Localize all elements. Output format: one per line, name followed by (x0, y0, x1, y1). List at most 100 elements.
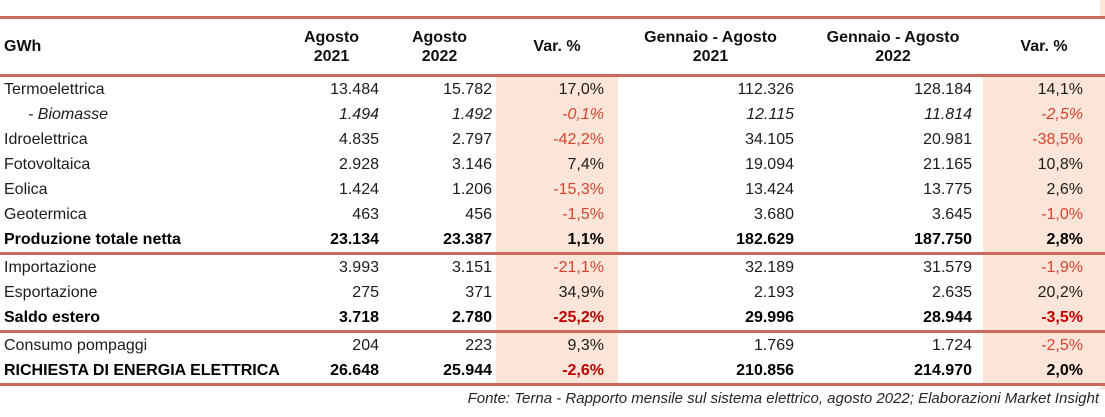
cell-value: 3.718 (280, 305, 383, 333)
cell-value: 1.492 (451, 106, 492, 123)
table-body: Termoelettrica 13.484 15.782 17,0% 112.326 12… (0, 75, 1105, 386)
cell-value: -1,0% (983, 202, 1105, 227)
cell-value: 204 (352, 337, 379, 354)
column-header-var-cumulative: Var. % (983, 17, 1105, 77)
row-label: - Biomasse (28, 106, 109, 123)
column-header-gennaio-agosto-2021: Gennaio - Agosto 2021 (618, 17, 803, 77)
table-row: Eolica 1.424 1.206 -15,3% 13.424 13.775 2,6% (0, 177, 1105, 202)
unit-label: GWh (4, 38, 42, 55)
cell-value: 32.189 (745, 259, 794, 276)
column-header-var-month: Var. % (496, 17, 618, 77)
cell-value: 13.775 (923, 181, 972, 198)
column-header-agosto-2022: Agosto 2022 (383, 17, 496, 77)
cell-value: 7,4% (496, 152, 618, 177)
source-note: Fonte: Terna - Rapporto mensile sul sist… (467, 390, 1099, 407)
table-header: GWh Agosto 2021 Agosto 2022 Var. % Genna… (0, 17, 1105, 77)
cell-value: 1,1% (496, 227, 618, 255)
cell-value: 2.797 (451, 131, 492, 148)
row-label: Termoelettrica (4, 81, 105, 98)
cell-value: 3.993 (338, 259, 379, 276)
cell-value: 23.387 (383, 227, 496, 255)
cell-value: 31.579 (923, 259, 972, 276)
table-row: - Biomasse 1.494 1.492 -0,1% 12.115 11.814 -2,… (0, 102, 1105, 127)
table-row: RICHIESTA DI ENERGIA ELETTRICA 26.648 25.9… (0, 358, 1105, 386)
cell-value: -1,5% (496, 202, 618, 227)
cell-value: -2,6% (496, 358, 618, 386)
column-header-agosto-2021: Agosto 2021 (280, 17, 383, 77)
cell-value: -42,2% (496, 127, 618, 152)
cell-value: -38,5% (983, 127, 1105, 152)
cell-value: 3.146 (451, 156, 492, 173)
table-row: Consumo pompaggi 204 223 9,3% 1.769 1.724 -2,5… (0, 331, 1105, 358)
cell-value: 21.165 (923, 156, 972, 173)
cell-value: 11.814 (924, 106, 972, 123)
cell-value: 34.105 (745, 131, 794, 148)
cell-value: 20.981 (923, 131, 972, 148)
cell-value: 9,3% (496, 331, 618, 358)
cell-value: 128.184 (914, 81, 972, 98)
table-row: Esportazione 275 371 34,9% 2.193 2.635 20,2% (0, 280, 1105, 305)
cell-value: 2.193 (753, 284, 794, 301)
row-label: Geotermica (4, 206, 87, 223)
cell-value: 2,6% (983, 177, 1105, 202)
cell-value: 112.326 (737, 81, 794, 98)
cell-value: 1.769 (753, 337, 794, 354)
row-label: Produzione totale netta (0, 227, 280, 255)
cell-value: 20,2% (983, 280, 1105, 305)
column-header-unit: GWh (0, 17, 280, 77)
cell-value: 1.424 (338, 181, 379, 198)
cell-value: 29.996 (618, 305, 803, 333)
cell-value: -21,1% (496, 253, 618, 280)
cell-value: 2.635 (931, 284, 972, 301)
table-row: Fotovoltaica 2.928 3.146 7,4% 19.094 21.165 10… (0, 152, 1105, 177)
cell-value: 17,0% (496, 75, 618, 102)
cell-value: 214.970 (803, 358, 983, 386)
cell-value: 13.424 (745, 181, 794, 198)
cell-value: 463 (352, 206, 379, 223)
cell-value: 187.750 (803, 227, 983, 255)
row-label: Fotovoltaica (4, 156, 91, 173)
table-row: Saldo estero 3.718 2.780 -25,2% 29.996 28.944… (0, 305, 1105, 333)
cell-value: 19.094 (745, 156, 794, 173)
row-label: Saldo estero (0, 305, 280, 333)
cell-value: 14,1% (983, 75, 1105, 102)
cell-value: 3.151 (451, 259, 492, 276)
cell-value: 34,9% (496, 280, 618, 305)
table-row: Geotermica 463 456 -1,5% 3.680 3.645 -1,0% (0, 202, 1105, 227)
row-label: Consumo pompaggi (4, 337, 148, 354)
cell-value: 3.680 (753, 206, 794, 223)
cell-value: 2,8% (983, 227, 1105, 255)
table-row: Produzione totale netta 23.134 23.387 1,1% 1… (0, 227, 1105, 255)
cell-value: 25.944 (383, 358, 496, 386)
cell-value: 275 (352, 284, 379, 301)
cell-value: 28.944 (803, 305, 983, 333)
cell-value: -15,3% (496, 177, 618, 202)
cell-value: 2.780 (383, 305, 496, 333)
cell-value: 182.629 (618, 227, 803, 255)
cell-value: -1,9% (983, 253, 1105, 280)
cell-value: 26.648 (280, 358, 383, 386)
table-row: Idroelettrica 4.835 2.797 -42,2% 34.105 20.98… (0, 127, 1105, 152)
cell-value: 371 (465, 284, 492, 301)
header-row: GWh Agosto 2021 Agosto 2022 Var. % Genna… (0, 17, 1105, 77)
cell-value: -0,1% (496, 102, 618, 127)
cell-value: 3.645 (931, 206, 972, 223)
cell-value: 13.484 (330, 81, 379, 98)
cell-value: -25,2% (496, 305, 618, 333)
row-label: Importazione (4, 259, 97, 276)
cell-value: 1.724 (931, 337, 972, 354)
row-label: Esportazione (4, 284, 98, 301)
cell-value: -3,5% (983, 305, 1105, 333)
row-label: Eolica (4, 181, 48, 198)
cell-value: 4.835 (338, 131, 379, 148)
cell-value: 15.782 (443, 81, 492, 98)
table-row: Importazione 3.993 3.151 -21,1% 32.189 31.579… (0, 253, 1105, 280)
cell-value: 23.134 (280, 227, 383, 255)
cell-value: 10,8% (983, 152, 1105, 177)
cell-value: 1.494 (338, 106, 379, 123)
row-label: Idroelettrica (4, 131, 88, 148)
cell-value: -2,5% (983, 102, 1105, 127)
cell-value: 12.115 (746, 106, 794, 123)
cell-value: 2,0% (983, 358, 1105, 386)
energy-balance-table: GWh Agosto 2021 Agosto 2022 Var. % Genna… (0, 16, 1105, 386)
